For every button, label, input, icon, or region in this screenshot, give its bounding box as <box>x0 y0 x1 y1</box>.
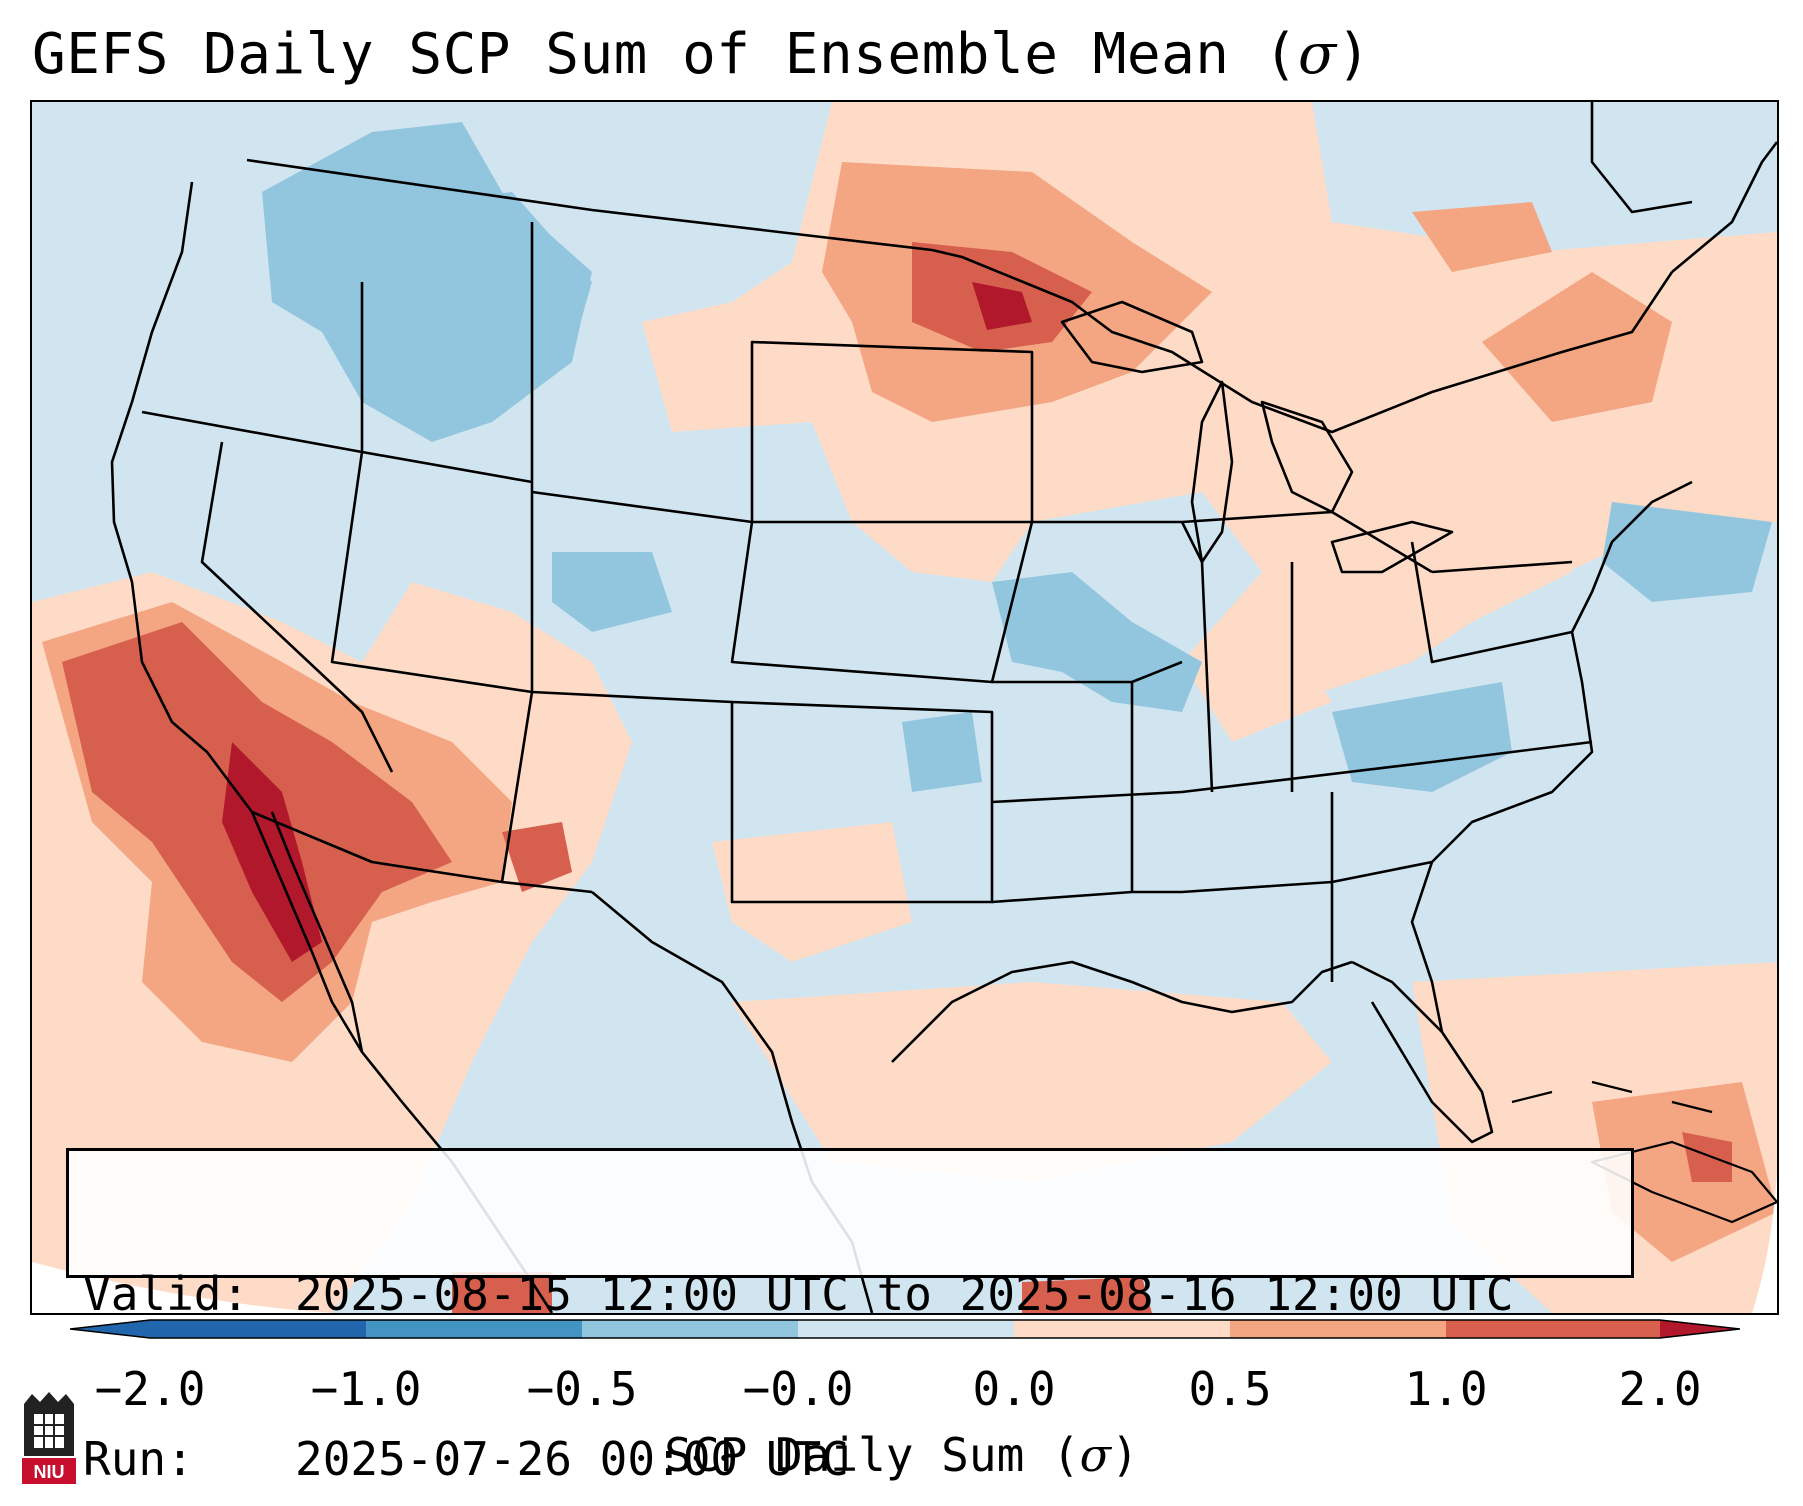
colorbar-tick: −0.0 <box>742 1362 854 1416</box>
colorbar-extend-low <box>70 1320 150 1338</box>
east-coast <box>1410 480 1693 1033</box>
anomaly-caribbean-strong <box>1682 1132 1732 1182</box>
title-suffix: ) <box>1336 22 1371 87</box>
anomaly-midwest-negative <box>992 572 1202 712</box>
baja-peninsula <box>270 811 364 1053</box>
logo-text: NIU <box>34 1462 65 1482</box>
colorbar-segment-5 <box>1014 1320 1230 1338</box>
colorbar <box>70 1319 1740 1339</box>
anomaly-caribbean-medium <box>1592 1082 1777 1262</box>
run-row: Run: 2025-07-26 00:00 UTC <box>83 1432 1617 1487</box>
colorbar-tick: 0.0 <box>972 1362 1056 1416</box>
colorbar-segment-2 <box>366 1320 582 1338</box>
anomaly-southeast-negative <box>1332 682 1512 792</box>
lake-superior <box>1060 300 1204 374</box>
anomaly-fields <box>32 102 1777 1313</box>
colorbar-segment-4 <box>798 1320 1014 1338</box>
anomaly-mid-atlantic <box>1392 482 1572 622</box>
anomaly-plains-light <box>712 822 912 962</box>
map-panel <box>30 100 1779 1315</box>
title-prefix: GEFS Daily SCP Sum of Ensemble Mean ( <box>32 22 1298 87</box>
title-sigma: σ <box>1297 22 1337 87</box>
anomaly-canada-east <box>1412 202 1552 272</box>
anomaly-ohio-valley <box>1182 642 1332 742</box>
anomaly-great-lakes-positive <box>642 102 1777 722</box>
lake-erie <box>1330 520 1454 574</box>
projection-corner-left <box>32 1262 332 1313</box>
canada-coast <box>1590 102 1777 273</box>
valid-label: Valid: <box>83 1267 250 1321</box>
colorbar-tick: 2.0 <box>1618 1362 1702 1416</box>
colorbar-label-suffix: ) <box>1111 1428 1139 1482</box>
niu-logo-icon: NIU <box>22 1392 76 1484</box>
valid-row: Valid: 2025-08-15 12:00 UTC to 2025-08-16… <box>83 1267 1617 1322</box>
colorbar-label-sigma: σ <box>1079 1428 1112 1482</box>
boundaries <box>110 102 1777 1313</box>
colorbar-outline <box>70 1319 1740 1339</box>
cuba <box>1590 1140 1777 1224</box>
valid-run-info-box: Valid: 2025-08-15 12:00 UTC to 2025-08-16… <box>66 1148 1634 1486</box>
colorbar-segment-1 <box>150 1320 366 1338</box>
us-gulf-coast <box>891 960 1353 1063</box>
us-canada-border <box>246 158 1674 434</box>
colorbar-tick: 1.0 <box>1404 1362 1488 1416</box>
florida <box>1351 960 1494 1144</box>
run-value: 2025-07-26 00:00 UTC <box>295 1432 849 1486</box>
colorbar-tick: 0.5 <box>1188 1362 1272 1416</box>
caribbean-islands <box>1511 1080 1713 1114</box>
colorbar-tick: −0.5 <box>526 1362 638 1416</box>
anomaly-bottom-mexico <box>452 1272 552 1313</box>
colorbar-segment-6 <box>1230 1320 1446 1338</box>
anomaly-new-mexico <box>502 822 572 892</box>
anomaly-bottom-center <box>1022 1277 1152 1313</box>
anomaly-atlantic-negative <box>1602 502 1772 602</box>
anomaly-great-lakes-peak <box>972 282 1032 330</box>
colorbar-extend-high <box>1660 1320 1740 1338</box>
map-svg <box>32 102 1777 1313</box>
map-title: GEFS Daily SCP Sum of Ensemble Mean (σ) <box>32 22 1371 87</box>
colorbar-tick: −2.0 <box>94 1362 206 1416</box>
colorbar-segment-7 <box>1446 1320 1660 1338</box>
valid-value: 2025-08-15 12:00 UTC to 2025-08-16 12:00… <box>295 1267 1514 1321</box>
state-lines-west <box>141 222 1034 904</box>
state-lines-east <box>991 510 1593 982</box>
anomaly-colorado-negative <box>552 552 672 632</box>
anomaly-montana-negative <box>432 192 592 362</box>
anomaly-gulf-light <box>732 982 1332 1182</box>
west-coast <box>110 181 254 813</box>
colorbar-label: SCP Daily Sum (σ) <box>0 1428 1803 1482</box>
colorbar-label-prefix: SCP Daily Sum ( <box>664 1428 1080 1482</box>
projection-corner-right <box>1752 1172 1777 1313</box>
anomaly-oklahoma-negative <box>902 712 982 792</box>
run-label: Run: <box>83 1432 194 1486</box>
anomaly-gulf-california-peak <box>222 742 322 962</box>
colorbar-tick: −1.0 <box>310 1362 422 1416</box>
colorbar-segment-3 <box>582 1320 798 1338</box>
